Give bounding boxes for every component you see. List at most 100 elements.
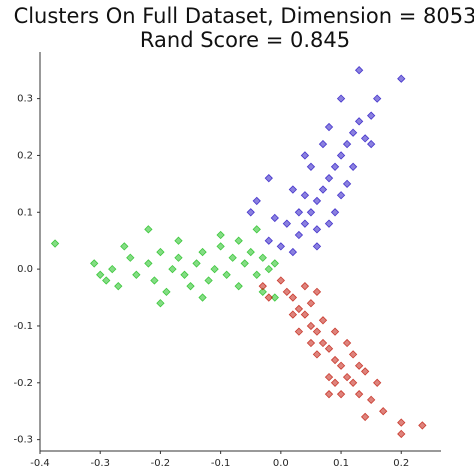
point [288,293,298,302]
point [234,282,243,291]
point [397,429,406,439]
point [354,117,364,126]
point [306,162,316,171]
point [216,230,225,240]
point [234,236,243,245]
x-tick-label: 0.1 [333,458,349,469]
point [132,270,141,279]
point [306,321,316,331]
x-tick-label: -0.2 [151,458,171,469]
point [258,282,267,291]
point [324,219,334,228]
point [366,395,376,405]
point [312,287,322,297]
point [252,270,261,279]
point [114,282,123,291]
x-tick-label: -0.3 [90,458,110,469]
chart-title: Clusters On Full Dataset, Dimension = 80… [14,4,474,28]
point [276,242,286,251]
point [348,128,358,137]
x-tick-label: -0.1 [211,458,231,469]
point [108,264,117,274]
point [186,282,195,291]
point [306,208,316,217]
point [300,151,310,160]
y-tick-label: 0.2 [17,150,33,161]
point [354,361,364,370]
point [216,242,225,251]
point [318,185,328,194]
point [312,327,322,336]
point [294,327,304,336]
point [397,418,406,427]
point [318,338,328,348]
point [90,259,99,268]
point [96,270,105,279]
point [318,316,328,325]
x-tick-label: 0.2 [393,458,409,469]
point [288,185,298,194]
point [282,287,292,297]
point [294,230,304,240]
point [360,367,370,376]
point [312,242,322,251]
point [162,287,171,297]
point [324,122,334,132]
point [324,372,334,382]
point [312,196,322,206]
y-tick-label: 0.3 [17,94,33,105]
point [270,259,279,268]
point [144,225,153,234]
point [342,139,352,149]
point [150,276,159,285]
y-tick-label: -0.1 [13,321,33,332]
point [336,151,346,160]
point [336,94,346,103]
point [348,162,358,171]
point [270,293,279,302]
point [252,225,261,234]
point [264,264,273,274]
point [240,259,249,268]
chart-subtitle: Rand Score = 0.845 [140,28,350,52]
point [252,196,261,206]
point [258,253,267,262]
point [168,264,177,274]
point [330,355,340,365]
y-tick-label: 0.1 [17,207,33,218]
point [306,338,316,348]
point [336,361,346,370]
point [210,264,219,274]
point [258,287,267,297]
point [373,94,382,103]
point [348,350,358,359]
point [222,270,231,279]
y-tick-label: -0.2 [13,378,33,389]
point [354,66,364,75]
point [306,299,316,308]
point [120,242,129,251]
point [397,74,406,83]
point [156,247,165,257]
point [246,208,255,217]
point [264,236,273,245]
point [180,270,189,279]
point [144,259,153,268]
point [318,139,328,149]
point [246,247,255,257]
point [366,139,376,149]
point [270,213,279,223]
point [354,389,364,399]
point [324,389,334,399]
point [192,259,201,268]
point [348,378,358,387]
point [336,191,346,200]
point [379,407,388,416]
point [336,389,346,399]
point [360,412,370,422]
point [156,299,165,308]
point [330,327,340,336]
point [50,239,60,248]
point [204,276,213,285]
